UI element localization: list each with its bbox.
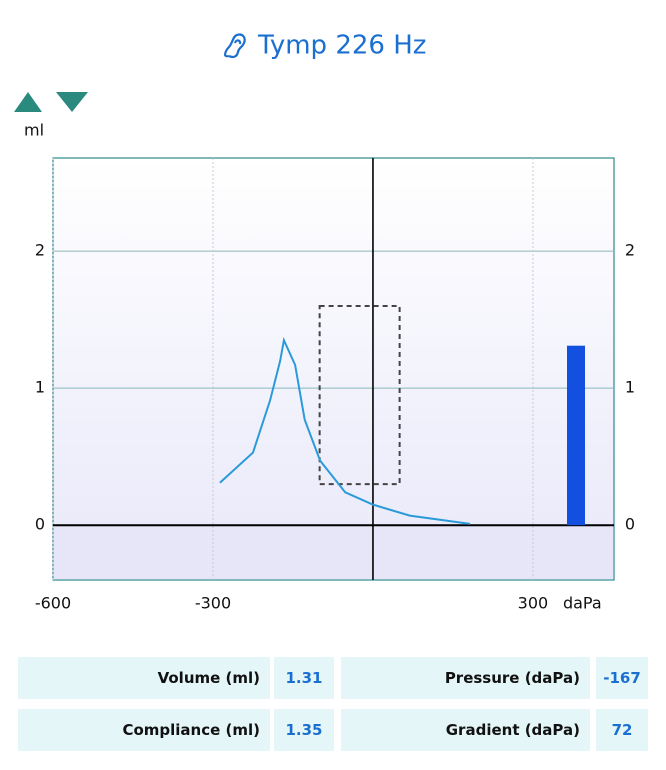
ear-icon [224,33,246,59]
result-value: -167 [596,657,648,699]
y-tick-label: 2 [35,241,45,260]
x-axis-label: daPa [563,594,602,613]
scale-down-button[interactable] [56,92,88,112]
scale-up-button[interactable] [14,92,42,112]
result-value: 72 [596,709,648,751]
below-zero-band [53,525,614,580]
x-tick-label: -300 [195,594,231,613]
result-value: 1.35 [274,709,334,751]
plot-area [52,157,615,581]
result-label: Compliance (ml) [18,709,270,751]
normal-region [318,304,401,486]
y-tick-label: 1 [35,378,45,397]
y-tick-label: 0 [35,515,45,534]
result-label: Gradient (daPa) [341,709,590,751]
y2-tick-label: 0 [625,515,635,534]
y2-tick-label: 1 [625,378,635,397]
result-label: Pressure (daPa) [341,657,590,699]
x-tick-label: 300 [518,594,549,613]
volume-bar [567,345,585,526]
result-label: Volume (ml) [18,657,270,699]
y-axis-label: ml [24,121,44,140]
x-tick-label: -600 [35,594,71,613]
result-value: 1.31 [274,657,334,699]
y2-tick-label: 2 [625,241,635,260]
chart-title: Tymp 226 Hz [257,31,426,61]
tymp-curve [219,336,471,525]
